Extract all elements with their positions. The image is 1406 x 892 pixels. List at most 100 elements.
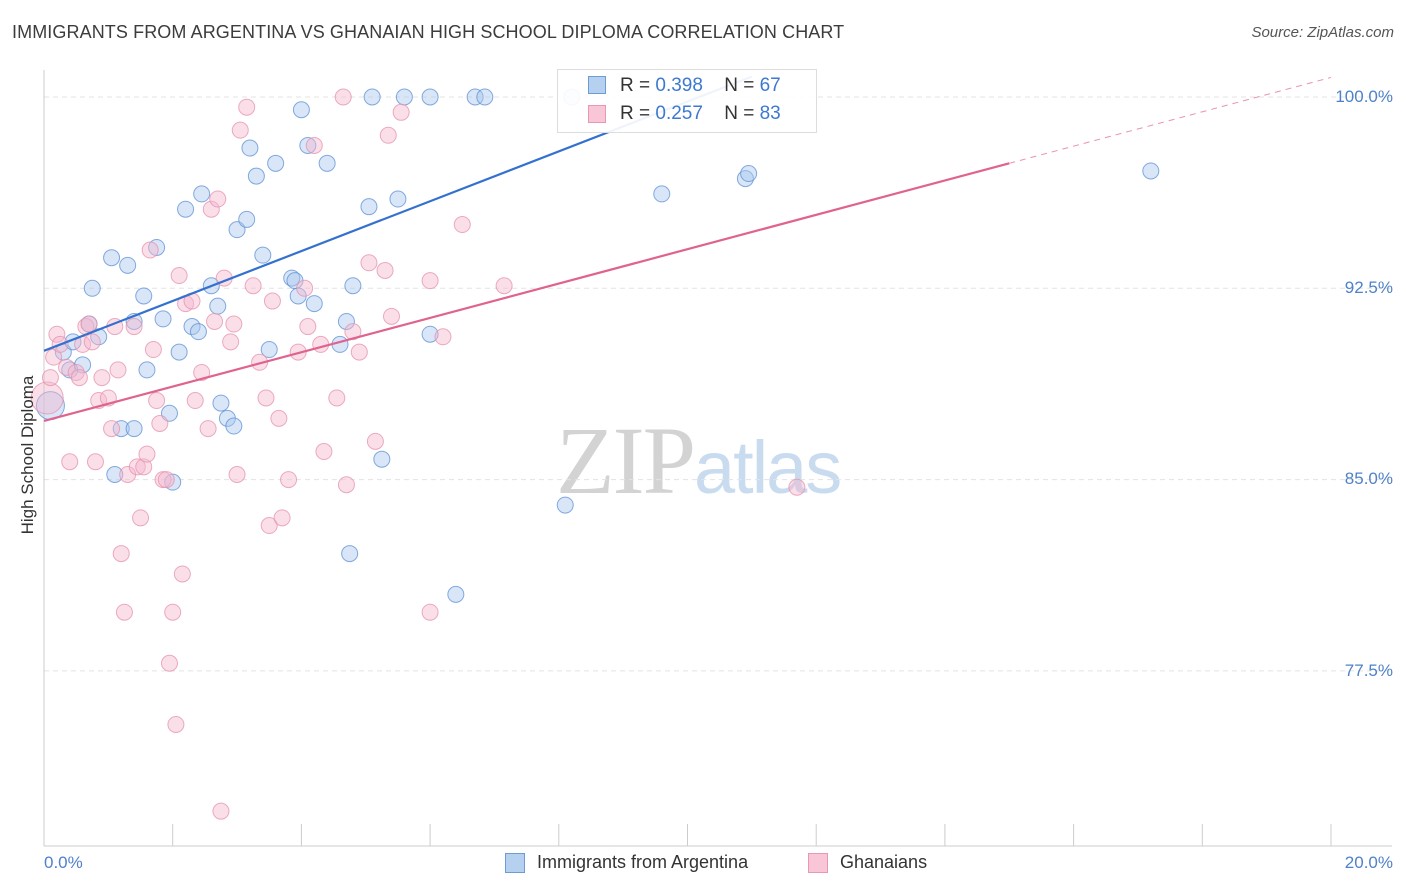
data-point-pink — [263, 292, 281, 310]
data-point-blue — [119, 256, 137, 274]
legend-swatch-argentina — [588, 76, 606, 94]
data-point-pink — [160, 654, 178, 672]
data-point-pink — [70, 369, 88, 387]
data-point-blue — [337, 312, 355, 330]
data-point-pink — [80, 315, 98, 333]
data-point-blue — [360, 198, 378, 216]
data-point-blue — [138, 361, 156, 379]
data-point-pink — [334, 88, 352, 106]
data-point-pink — [315, 443, 333, 461]
legend-r-value: 0.398 — [655, 75, 703, 96]
data-point-blue — [395, 88, 413, 106]
data-point-blue — [389, 190, 407, 208]
data-point-pink — [93, 369, 111, 387]
data-point-blue — [254, 246, 272, 264]
data-point-pink — [328, 389, 346, 407]
data-point-pink — [135, 458, 153, 476]
legend-r-label: R = — [620, 103, 656, 124]
data-point-blue — [170, 343, 188, 361]
data-point-pink — [273, 509, 291, 527]
data-point-pink — [788, 478, 806, 496]
data-point-pink — [222, 333, 240, 351]
data-point-pink — [164, 603, 182, 621]
data-point-pink — [103, 420, 121, 438]
data-point-blue — [247, 167, 265, 185]
data-point-pink — [238, 98, 256, 116]
data-point-pink — [151, 414, 169, 432]
data-point-blue — [267, 154, 285, 172]
legend-row-ghanaians: R = 0.257 N = 83 — [620, 103, 781, 125]
stats-legend: R = 0.398 N = 67 R = 0.257 N = 83 — [557, 69, 817, 133]
data-point-pink — [67, 363, 85, 381]
y-axis-label: High School Diploma — [18, 375, 37, 535]
data-point-blue — [299, 136, 317, 154]
data-point-blue — [112, 420, 130, 438]
y-tick-label-100: 100.0% — [1335, 87, 1393, 106]
data-point-pink — [366, 432, 384, 450]
series-legend: Immigrants from Argentina Ghanaians — [0, 852, 1406, 876]
data-point-pink — [193, 363, 211, 381]
data-point-blue — [421, 88, 439, 106]
data-point-pink — [132, 509, 150, 527]
data-point-pink — [453, 216, 471, 234]
data-point-blue — [154, 310, 172, 328]
data-point-blue — [260, 341, 278, 359]
data-point-blue — [103, 249, 121, 267]
data-point-pink — [244, 277, 262, 295]
data-point-pink — [305, 136, 323, 154]
data-point-pink — [206, 312, 224, 330]
y-tick-label-77-5: 77.5% — [1344, 661, 1393, 680]
data-point-pink — [495, 277, 513, 295]
data-point-pink — [144, 341, 162, 359]
data-point-pink — [30, 381, 64, 415]
trend-line-pink — [43, 162, 1010, 422]
legend-n-value: 67 — [759, 75, 781, 96]
data-point-blue — [283, 269, 301, 287]
data-point-blue — [238, 210, 256, 228]
legend-item-argentina[interactable]: Immigrants from Argentina — [505, 852, 748, 873]
data-point-blue — [344, 277, 362, 295]
data-point-pink — [202, 200, 220, 218]
legend-label: Ghanaians — [840, 852, 928, 872]
data-point-blue — [373, 450, 391, 468]
data-point-blue — [106, 465, 124, 483]
legend-swatch-ghanaians — [588, 105, 606, 123]
legend-r-label: R = — [620, 75, 656, 96]
data-point-pink — [337, 476, 355, 494]
data-point-pink — [109, 361, 127, 379]
data-point-pink — [299, 318, 317, 336]
legend-item-ghanaians[interactable]: Ghanaians — [808, 852, 927, 873]
data-point-pink — [382, 307, 400, 325]
data-point-pink — [138, 445, 156, 463]
data-point-pink — [141, 241, 159, 259]
data-point-pink — [228, 465, 246, 483]
data-point-blue — [1142, 162, 1160, 180]
data-point-pink — [173, 565, 191, 583]
data-point-blue — [241, 139, 259, 157]
data-point-pink — [379, 126, 397, 144]
data-point-pink — [83, 333, 101, 351]
data-point-blue — [363, 88, 381, 106]
data-point-pink — [125, 318, 143, 336]
data-point-blue — [225, 417, 243, 435]
data-point-pink — [61, 453, 79, 471]
legend-n-label: N = — [724, 103, 760, 124]
data-point-pink — [167, 715, 185, 733]
data-point-pink — [209, 190, 227, 208]
data-point-blue — [209, 297, 227, 315]
data-point-pink — [360, 254, 378, 272]
data-point-pink — [231, 121, 249, 139]
data-point-pink — [421, 603, 439, 621]
x-tick-label-min: 0.0% — [44, 853, 83, 872]
source-label: Source: ZipAtlas.com — [1251, 24, 1394, 41]
data-point-pink — [148, 392, 166, 410]
data-point-blue — [83, 279, 101, 297]
data-point-blue — [421, 325, 439, 343]
data-point-pink — [270, 409, 288, 427]
data-point-pink — [48, 325, 66, 343]
legend-label: Immigrants from Argentina — [537, 852, 749, 872]
legend-swatch — [505, 852, 525, 873]
data-point-pink — [41, 369, 59, 387]
data-point-pink — [170, 267, 188, 285]
legend-n-label: N = — [724, 75, 760, 96]
